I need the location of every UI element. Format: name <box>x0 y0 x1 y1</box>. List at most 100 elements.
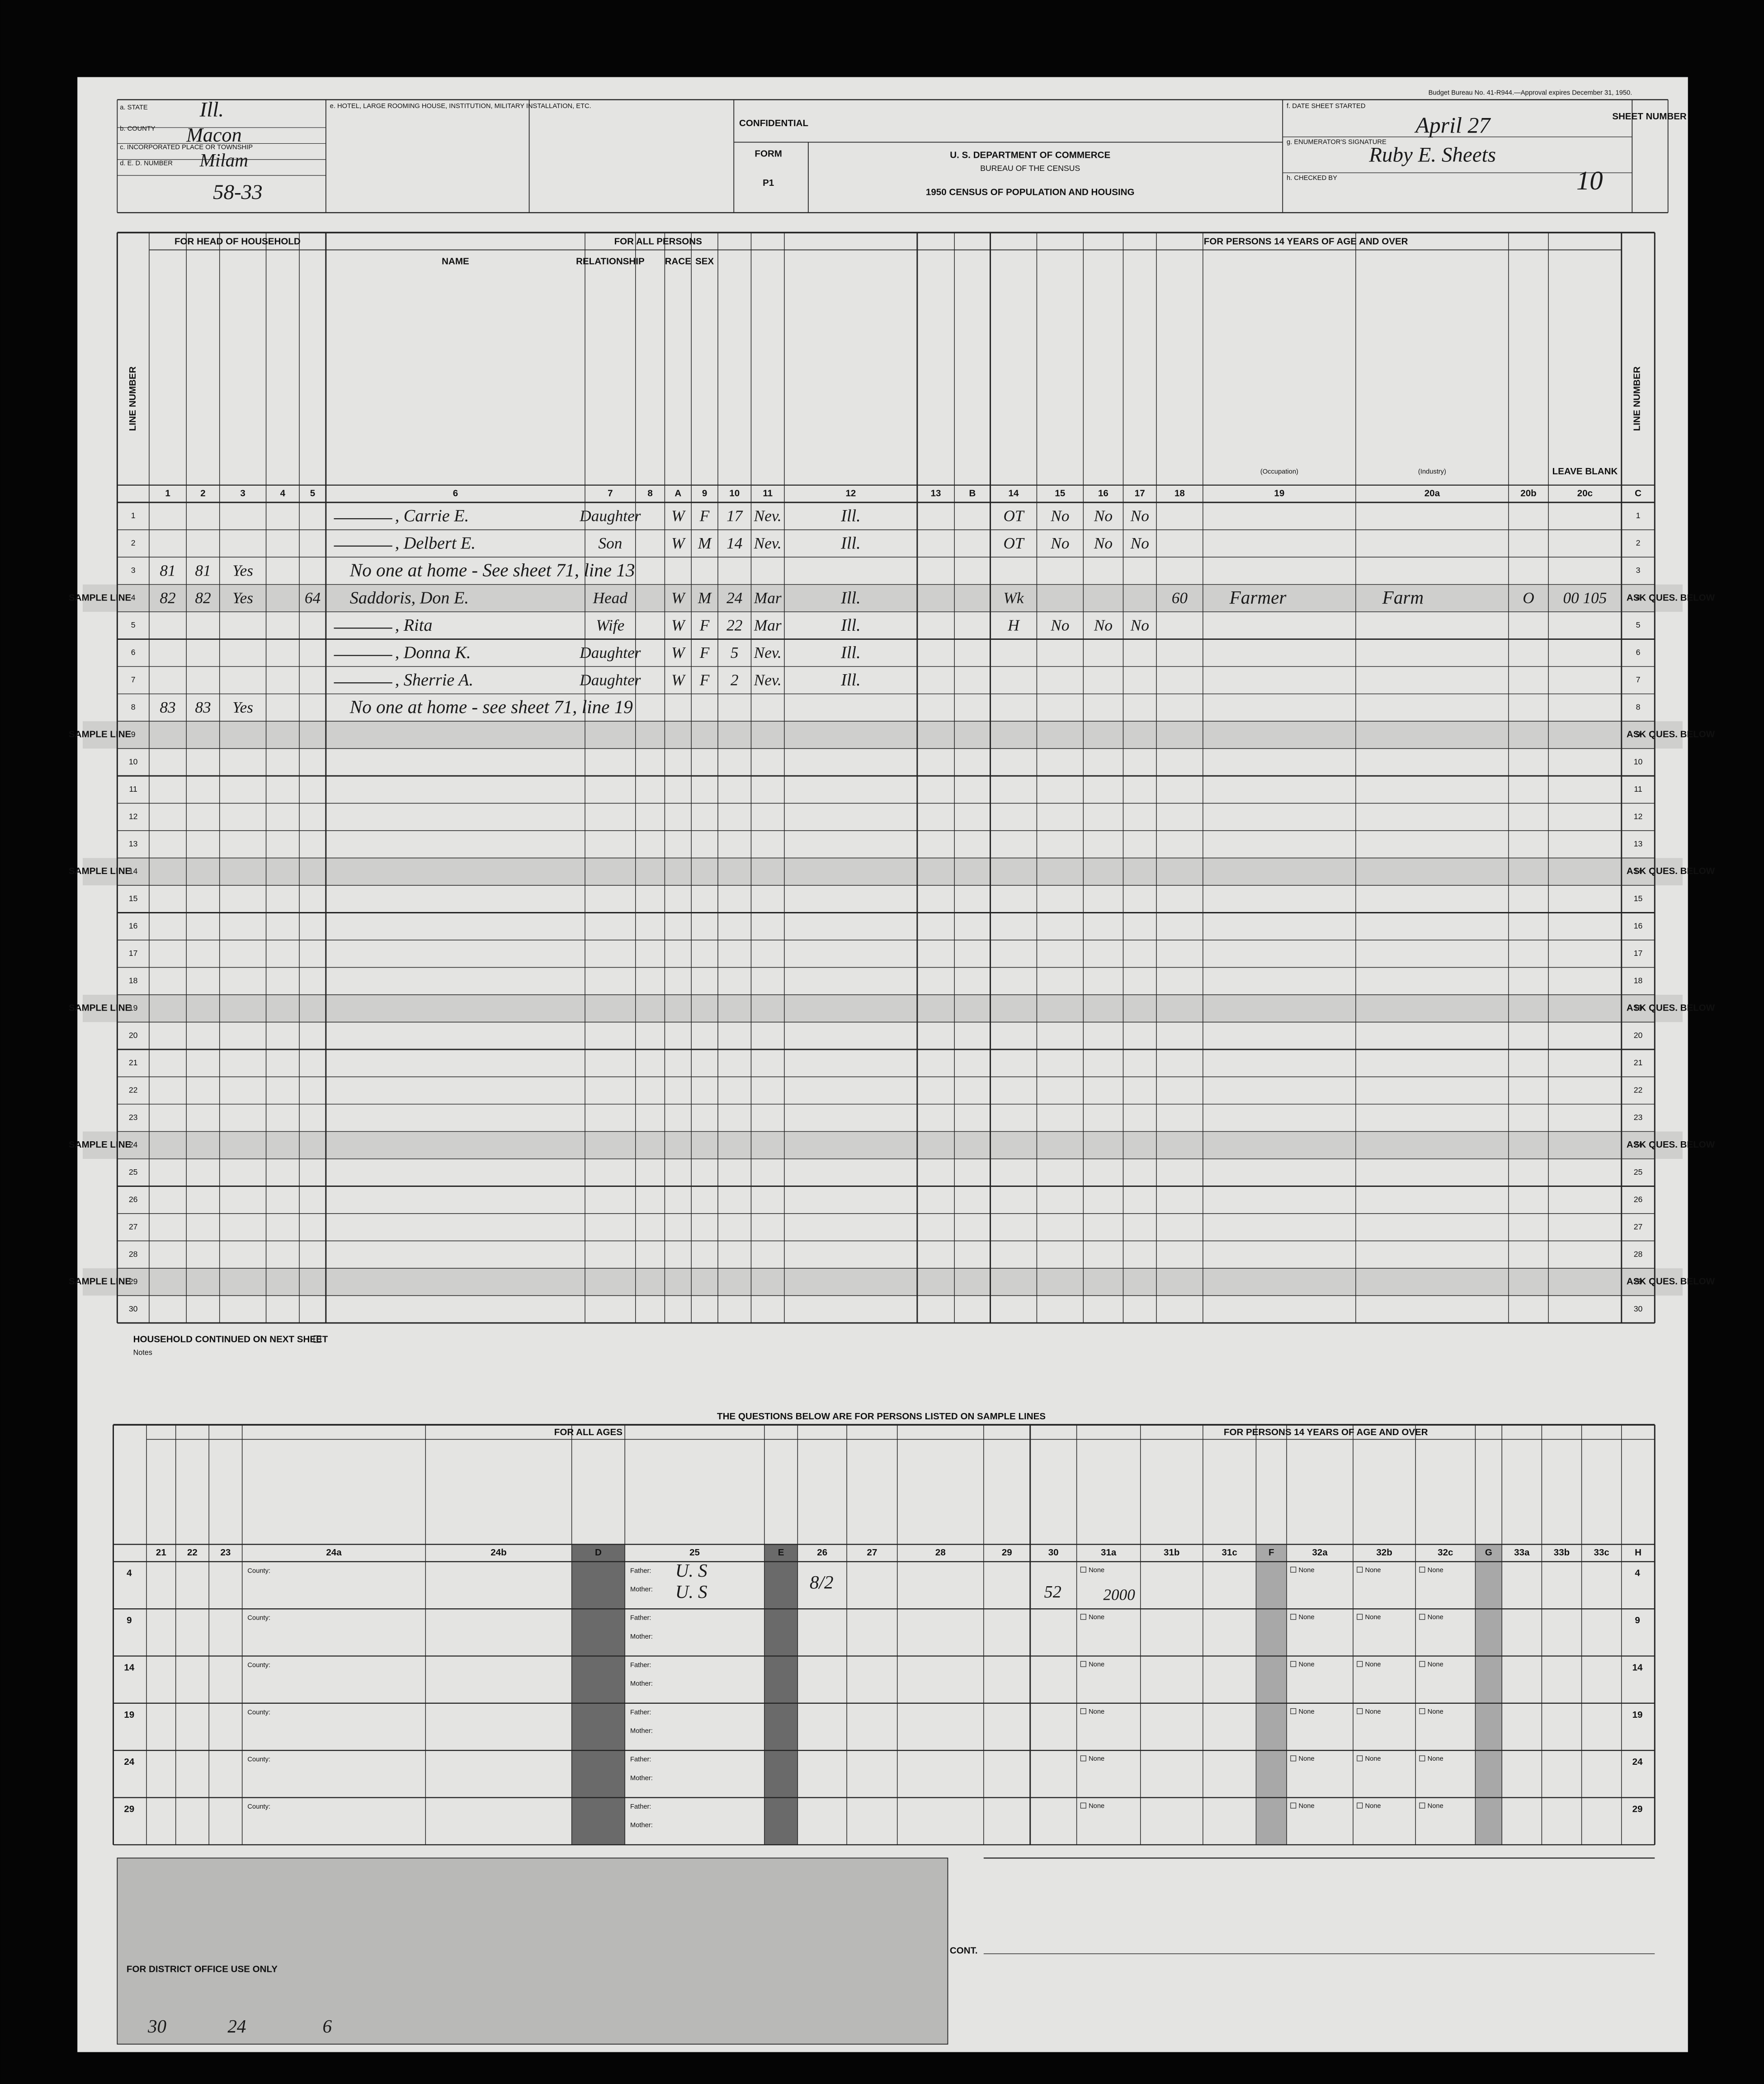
none-label: None <box>1365 1661 1381 1668</box>
entry-birthplace: Ill. <box>840 671 861 690</box>
header-label: b. COUNTY <box>120 125 156 132</box>
sample-line-number: 4 <box>127 1568 132 1578</box>
checkbox <box>1419 1755 1425 1762</box>
column-number: 4 <box>280 488 286 498</box>
line-number: 3 <box>131 566 136 575</box>
column-number: 21 <box>156 1547 166 1558</box>
entry-relationship: Head <box>593 589 628 607</box>
none-label: None <box>1299 1567 1315 1574</box>
line-number: 24 <box>1634 1140 1643 1149</box>
heading: NAME <box>442 256 469 267</box>
header-label: d. E. D. NUMBER <box>120 160 173 167</box>
entry-sex: F <box>699 644 710 662</box>
line-number: 13 <box>129 839 138 848</box>
column-number: 2 <box>200 488 205 498</box>
title: 1950 CENSUS OF POPULATION AND HOUSING <box>926 187 1135 198</box>
line-number: 4 <box>1636 593 1641 602</box>
entry-farm: Yes <box>232 589 253 607</box>
line-number: 27 <box>1634 1222 1643 1231</box>
sample-line-number: 29 <box>1632 1804 1643 1814</box>
mother-label: Mother: <box>630 1822 653 1829</box>
column-number: 14 <box>1009 488 1019 498</box>
checkbox <box>1080 1755 1086 1762</box>
checkbox <box>1290 1661 1297 1667</box>
checkbox <box>1080 1614 1086 1620</box>
checkbox <box>1290 1614 1297 1620</box>
entry-age: 24 <box>726 589 742 607</box>
none-label: None <box>1428 1755 1443 1763</box>
entry-name: No one at home - see sheet 71, line 19 <box>349 696 633 717</box>
entry-farm: Yes <box>232 699 253 716</box>
ask-label: ASK QUES. BELOW <box>1627 1003 1715 1013</box>
line-number: 10 <box>1634 757 1643 766</box>
column-number: 32a <box>1312 1547 1328 1558</box>
sheet-label: SHEET NUMBER <box>1612 111 1687 122</box>
mother-label: Mother: <box>630 1633 653 1640</box>
column-number: C <box>1635 488 1641 498</box>
column-number: 18 <box>1174 488 1185 498</box>
section-heading: FOR HEAD OF HOUSEHOLD <box>175 236 301 246</box>
column-number: E <box>778 1547 784 1558</box>
line-number: 5 <box>1636 620 1641 629</box>
sample-line-band <box>82 858 1683 886</box>
entry-serial: 83 <box>195 699 211 716</box>
entry-occupation: Farmer <box>1229 587 1287 608</box>
checkbox <box>1357 1614 1363 1620</box>
section-heading: FOR ALL PERSONS <box>614 236 702 246</box>
county-label: County: <box>247 1567 270 1574</box>
column-number: 5 <box>310 488 315 498</box>
line-number: 16 <box>129 921 138 930</box>
line-number: 19 <box>129 1003 138 1012</box>
column-number: 3 <box>240 488 245 498</box>
column-number: H <box>1635 1547 1641 1558</box>
column-number: 29 <box>1002 1547 1012 1558</box>
instructions-box <box>117 1857 948 2045</box>
county-label: County: <box>247 1615 270 1622</box>
line-number: 21 <box>1634 1058 1643 1067</box>
none-label: None <box>1089 1614 1104 1621</box>
county-label: County: <box>247 1756 270 1763</box>
column-number: 9 <box>702 488 707 498</box>
entry-c16: No <box>1050 616 1069 634</box>
none-label: None <box>1428 1803 1443 1810</box>
column-number: 10 <box>729 488 740 498</box>
line-number: 18 <box>1634 976 1643 985</box>
entry-house: 81 <box>160 562 175 579</box>
section-heading: FOR PERSONS 14 YEARS OF AGE AND OVER <box>1204 236 1408 246</box>
line-number: 25 <box>1634 1167 1643 1177</box>
column-number: 31c <box>1222 1547 1237 1558</box>
none-label: None <box>1299 1803 1315 1810</box>
count: 24 <box>227 2016 246 2037</box>
entry-age: 2 <box>731 671 739 689</box>
none-label: None <box>1365 1614 1381 1621</box>
sample-line-number: 19 <box>124 1710 134 1720</box>
sample-line-band <box>82 721 1683 749</box>
line-number: 26 <box>129 1195 138 1204</box>
column-number: B <box>969 488 976 498</box>
column-number: 19 <box>1274 488 1284 498</box>
line-number: 15 <box>129 894 138 903</box>
ask-label: ASK QUES. BELOW <box>1627 1276 1715 1287</box>
entry-marital: Nev. <box>754 671 782 689</box>
continued: HOUSEHOLD CONTINUED ON NEXT SHEET <box>133 1334 328 1344</box>
none-label: None <box>1299 1661 1315 1668</box>
mother-label: Mother: <box>630 1727 653 1734</box>
line-number: 20 <box>1634 1030 1643 1040</box>
column-number: 31a <box>1101 1547 1117 1558</box>
entry-sex: M <box>698 534 712 552</box>
entry-agri: 64 <box>305 589 321 607</box>
sheet: 10 <box>1576 166 1603 195</box>
line-number: 16 <box>1634 921 1643 930</box>
column-number: 6 <box>453 488 458 498</box>
sample-line-number: 9 <box>127 1615 132 1626</box>
leave-blank-column <box>1256 1544 1287 1845</box>
entry-name: , Sherrie A. <box>395 671 473 690</box>
entry-marital: Nev. <box>754 534 782 552</box>
entry-name: , Donna K. <box>395 643 471 662</box>
sample-line-band <box>82 1268 1683 1296</box>
leave-blank-column <box>764 1544 798 1845</box>
checkbox <box>1419 1614 1425 1620</box>
bottom-title: THE QUESTIONS BELOW ARE FOR PERSONS LIST… <box>717 1411 1046 1422</box>
entry-class: O <box>1523 589 1534 607</box>
column-number: 32b <box>1376 1547 1392 1558</box>
